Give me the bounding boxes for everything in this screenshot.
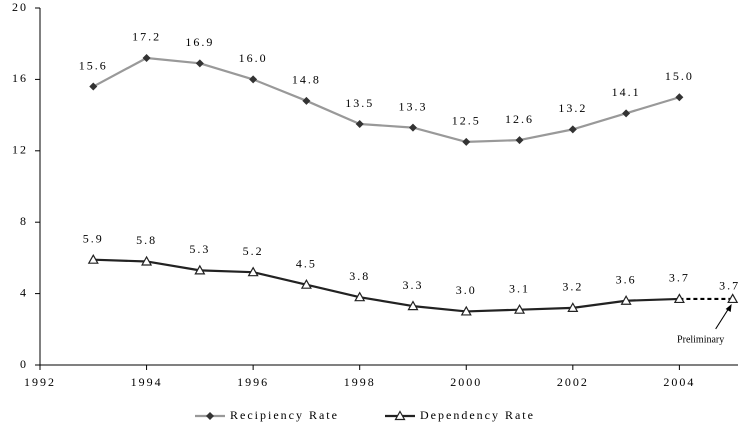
- x-tick-label: 1998: [344, 375, 376, 389]
- y-tick-label: 4: [20, 285, 28, 299]
- value-label: 4.5: [296, 256, 317, 270]
- marker: [622, 109, 631, 118]
- marker: [408, 123, 417, 132]
- line-segment: [199, 62, 254, 81]
- marker: [567, 302, 579, 312]
- line-segment: [626, 297, 680, 302]
- marker: [568, 125, 577, 134]
- line-segment: [412, 126, 467, 143]
- legend-label: Dependency Rate: [420, 408, 535, 422]
- value-label: 13.3: [398, 99, 427, 113]
- legend-marker: [206, 412, 214, 420]
- line-segment: [199, 269, 254, 274]
- value-label: 3.8: [349, 269, 370, 283]
- line-segment: [519, 306, 573, 311]
- marker: [247, 266, 259, 277]
- y-tick-label: 12: [12, 143, 28, 157]
- marker: [194, 264, 206, 275]
- value-label: 3.7: [719, 279, 740, 293]
- line-segment: [625, 96, 680, 115]
- marker: [142, 53, 151, 62]
- line-segment: [519, 128, 574, 142]
- value-label: 13.2: [558, 101, 587, 115]
- marker: [727, 293, 739, 304]
- line-segment: [305, 99, 361, 126]
- value-label: 12.5: [452, 114, 481, 128]
- marker: [515, 136, 524, 145]
- value-label: 3.6: [616, 272, 637, 286]
- marker: [249, 75, 258, 84]
- marker: [460, 305, 472, 316]
- value-label: 15.6: [79, 58, 108, 72]
- marker: [514, 303, 526, 314]
- annotation-arrow: [715, 306, 731, 330]
- legend-label: Recipiency Rate: [230, 408, 339, 422]
- value-label: 3.0: [456, 283, 477, 297]
- y-tick-label: 20: [12, 0, 28, 14]
- x-tick-label: 2004: [663, 375, 695, 389]
- value-label: 12.6: [505, 112, 534, 126]
- value-label: 15.0: [665, 69, 694, 83]
- value-label: 14.1: [612, 85, 641, 99]
- marker: [87, 253, 99, 264]
- marker: [354, 291, 366, 302]
- x-tick-label: 1992: [24, 375, 56, 389]
- annotation: Preliminary: [677, 334, 724, 345]
- marker: [355, 120, 364, 129]
- x-tick-label: 1994: [131, 375, 163, 389]
- value-label: 14.8: [292, 73, 321, 87]
- marker: [141, 255, 153, 266]
- marker: [620, 295, 632, 305]
- x-tick-label: 1996: [237, 375, 269, 389]
- value-label: 3.7: [669, 271, 690, 285]
- marker: [673, 293, 685, 304]
- y-tick-label: 8: [20, 214, 28, 228]
- line-segment: [572, 299, 627, 309]
- x-tick-label: 2000: [450, 375, 482, 389]
- marker: [675, 93, 684, 102]
- line-segment: [466, 308, 520, 313]
- line-segment: [146, 56, 200, 65]
- line-segment: [412, 305, 467, 313]
- line-segment: [359, 296, 414, 308]
- value-label: 3.3: [402, 278, 423, 292]
- line-segment: [359, 122, 414, 129]
- value-label: 3.1: [509, 281, 530, 295]
- marker: [302, 96, 311, 105]
- marker: [300, 278, 312, 289]
- value-label: 5.3: [189, 242, 210, 256]
- x-tick-label: 2002: [557, 375, 589, 389]
- legend-marker: [394, 410, 406, 421]
- value-label: 5.2: [243, 244, 264, 258]
- marker: [462, 137, 471, 146]
- value-label: 3.2: [562, 280, 583, 294]
- value-label: 16.9: [185, 35, 214, 49]
- value-label: 13.5: [345, 96, 374, 110]
- line-segment: [92, 57, 148, 88]
- marker: [407, 300, 419, 311]
- line-segment: [252, 271, 307, 286]
- value-label: 17.2: [132, 30, 161, 44]
- line-segment: [466, 138, 520, 143]
- line-segment: [572, 112, 627, 131]
- y-tick-label: 16: [12, 71, 28, 85]
- y-tick-label: 0: [20, 357, 28, 371]
- value-label: 16.0: [239, 51, 268, 65]
- marker: [89, 82, 98, 91]
- line-segment: [306, 283, 360, 299]
- arrow-head: [725, 303, 732, 312]
- value-label: 5.8: [136, 233, 157, 247]
- value-label: 5.9: [83, 231, 104, 245]
- line-segment: [93, 258, 147, 263]
- line-segment: [252, 78, 307, 102]
- marker: [195, 59, 204, 68]
- line-segment: [146, 260, 201, 272]
